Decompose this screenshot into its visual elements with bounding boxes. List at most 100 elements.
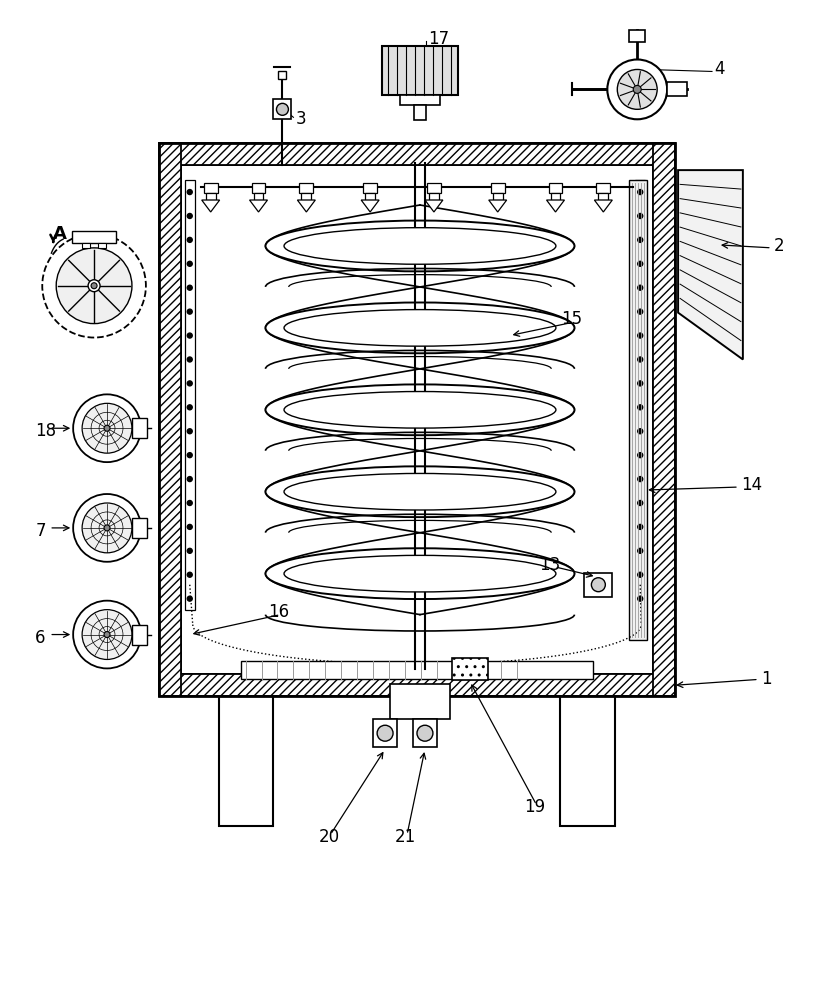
Bar <box>98 243 106 248</box>
Circle shape <box>638 429 643 434</box>
Bar <box>400 95 440 105</box>
Bar <box>206 193 216 200</box>
Polygon shape <box>250 200 268 212</box>
Bar <box>132 625 147 645</box>
Bar <box>551 193 561 200</box>
Ellipse shape <box>265 466 575 517</box>
Circle shape <box>638 285 643 290</box>
Polygon shape <box>594 200 612 212</box>
Circle shape <box>82 610 132 659</box>
Circle shape <box>638 548 643 553</box>
Bar <box>373 719 397 747</box>
Circle shape <box>638 596 643 601</box>
Polygon shape <box>361 200 379 212</box>
Bar <box>158 143 675 165</box>
Circle shape <box>277 103 288 115</box>
Circle shape <box>187 548 192 553</box>
Bar <box>452 658 488 680</box>
Bar <box>82 243 90 248</box>
Ellipse shape <box>265 384 575 435</box>
Bar <box>667 82 687 96</box>
Circle shape <box>638 500 643 505</box>
Circle shape <box>638 309 643 314</box>
Bar <box>185 180 195 610</box>
Text: 14: 14 <box>741 476 762 494</box>
Circle shape <box>187 190 192 195</box>
Circle shape <box>417 725 433 741</box>
Text: 13: 13 <box>539 556 561 574</box>
Circle shape <box>187 477 192 482</box>
Circle shape <box>187 453 192 458</box>
Circle shape <box>91 283 97 289</box>
Ellipse shape <box>284 392 556 428</box>
Circle shape <box>187 309 192 314</box>
Circle shape <box>187 596 192 601</box>
Circle shape <box>187 357 192 362</box>
Bar <box>596 183 610 193</box>
Circle shape <box>187 572 192 577</box>
Bar <box>132 518 147 538</box>
Circle shape <box>638 261 643 266</box>
Circle shape <box>187 429 192 434</box>
Bar <box>301 193 311 200</box>
Bar <box>132 418 147 438</box>
Text: 18: 18 <box>35 422 57 440</box>
Circle shape <box>82 403 132 453</box>
Bar <box>251 183 265 193</box>
Bar <box>218 696 273 826</box>
Circle shape <box>377 725 393 741</box>
Text: 6: 6 <box>35 629 46 647</box>
Circle shape <box>187 213 192 218</box>
Text: 15: 15 <box>562 310 583 328</box>
Text: 3: 3 <box>296 110 306 128</box>
Bar <box>493 193 502 200</box>
Bar <box>382 46 458 95</box>
Circle shape <box>104 525 110 531</box>
Text: A: A <box>53 225 67 243</box>
Bar <box>273 99 291 119</box>
Polygon shape <box>425 200 443 212</box>
Polygon shape <box>678 170 743 359</box>
Bar <box>181 165 654 674</box>
Text: 16: 16 <box>268 603 290 621</box>
Ellipse shape <box>265 302 575 353</box>
Circle shape <box>187 261 192 266</box>
Circle shape <box>638 213 643 218</box>
Polygon shape <box>547 200 565 212</box>
Text: 7: 7 <box>35 522 46 540</box>
Ellipse shape <box>284 555 556 592</box>
Circle shape <box>633 85 641 93</box>
Circle shape <box>638 333 643 338</box>
Text: 19: 19 <box>525 798 546 816</box>
Text: 20: 20 <box>319 828 339 846</box>
Circle shape <box>638 405 643 410</box>
Bar <box>158 143 181 696</box>
Text: 4: 4 <box>714 60 724 78</box>
Text: 2: 2 <box>773 237 784 255</box>
Bar <box>548 183 562 193</box>
Circle shape <box>187 381 192 386</box>
Bar <box>599 193 608 200</box>
Circle shape <box>104 425 110 431</box>
Circle shape <box>617 69 657 109</box>
Ellipse shape <box>265 221 575 271</box>
Polygon shape <box>297 200 315 212</box>
Circle shape <box>73 394 141 462</box>
Ellipse shape <box>284 228 556 264</box>
Bar <box>158 674 675 696</box>
Bar <box>635 180 645 610</box>
Circle shape <box>591 578 605 592</box>
Circle shape <box>73 601 141 668</box>
Polygon shape <box>202 200 220 212</box>
Text: 1: 1 <box>761 670 772 688</box>
Bar <box>427 183 441 193</box>
Bar <box>365 193 375 200</box>
Circle shape <box>638 237 643 242</box>
Bar <box>561 696 615 826</box>
Bar <box>654 143 675 696</box>
Ellipse shape <box>284 310 556 346</box>
Circle shape <box>88 280 100 292</box>
Circle shape <box>608 59 667 119</box>
Circle shape <box>187 333 192 338</box>
Circle shape <box>104 632 110 638</box>
